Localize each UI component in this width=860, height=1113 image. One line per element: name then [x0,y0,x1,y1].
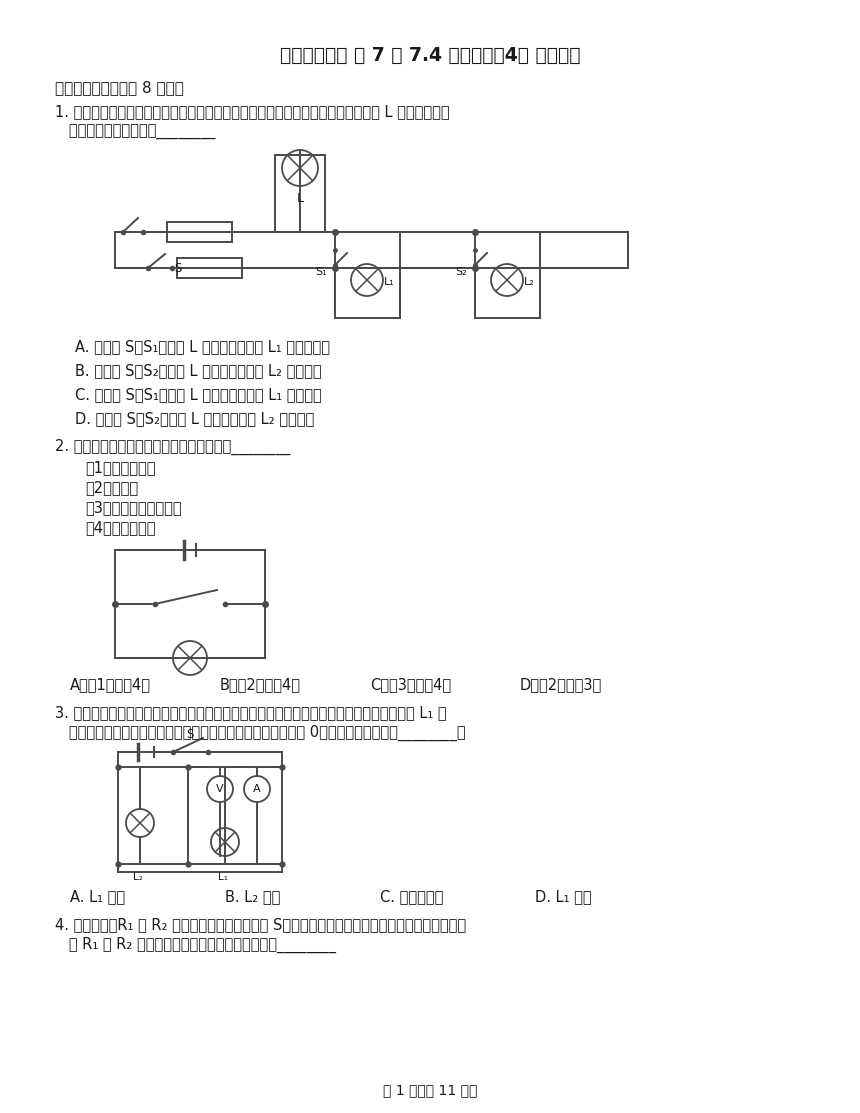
Text: （3）电源可能会被烧坏: （3）电源可能会被烧坏 [85,501,181,515]
Text: V: V [216,784,224,794]
Text: C．（3）和（4）: C．（3）和（4） [370,678,452,692]
Text: （4）灯会被烧坏: （4）灯会被烧坏 [85,521,156,535]
Text: D. 只闭合 S、S₂，若灯 L 不发光，说明 L₂ 支路短路: D. 只闭合 S、S₂，若灯 L 不发光，说明 L₂ 支路短路 [75,412,314,426]
Text: 置。下列说法正确的是________: 置。下列说法正确的是________ [55,125,215,139]
Text: S₂: S₂ [455,267,467,277]
Text: D. L₁ 短路: D. L₁ 短路 [535,889,592,905]
Text: 果 R₁ 或 R₂ 一处发生故障，则下列判断正确的是________: 果 R₁ 或 R₂ 一处发生故障，则下列判断正确的是________ [55,937,336,953]
Text: 一、单项选择题（共 8 小题）: 一、单项选择题（共 8 小题） [55,80,184,96]
Text: （2）灯不亮: （2）灯不亮 [85,481,138,495]
Text: B. L₂ 断路: B. L₂ 断路 [225,889,280,905]
Bar [177,258,242,278]
Text: 沪教版九年级 第 7 章 7.4 并联电路（4） 故障分析: 沪教版九年级 第 7 章 7.4 并联电路（4） 故障分析 [280,46,580,65]
Text: D．（2）和（3）: D．（2）和（3） [520,678,602,692]
Text: S: S [174,263,181,276]
Bar [167,221,232,242]
Text: （1）灯正常发光: （1）灯正常发光 [85,461,156,475]
Text: L₁: L₁ [218,871,228,881]
Text: A．（1）和（4）: A．（1）和（4） [70,678,151,692]
Text: L₂: L₂ [133,871,143,881]
Text: 两端，闭合开关，发现电压表示数较大，而电流表示数几乎为 0，则电路故障可能是________。: 两端，闭合开关，发现电压表示数较大，而电流表示数几乎为 0，则电路故障可能是__… [55,725,465,741]
Text: B．（2）和（4）: B．（2）和（4） [220,678,301,692]
Text: A. 只闭合 S、S₁，若灯 L 正常发光，说明 L₁ 支路无故障: A. 只闭合 S、S₁，若灯 L 正常发光，说明 L₁ 支路无故障 [75,339,330,355]
Text: 第 1 页（共 11 页）: 第 1 页（共 11 页） [383,1083,477,1097]
Text: L₁: L₁ [384,277,395,287]
Text: 2. 如图所示，当开关闭合时，发生的现象是________: 2. 如图所示，当开关闭合时，发生的现象是________ [55,439,291,455]
Text: S: S [187,728,194,740]
Text: 3. 如图所示电路，当闭合开关后两灯都不亮。为了检测电路故障，小明将电压表接在小灯泡 L₁ 的: 3. 如图所示电路，当闭合开关后两灯都不亮。为了检测电路故障，小明将电压表接在小… [55,706,446,720]
Text: 4. 如图所示，R₁ 和 R₂ 均为定值电阻，闭合开关 S，电流表指针明显偏转，电压表几乎无示数，如: 4. 如图所示，R₁ 和 R₂ 均为定值电阻，闭合开关 S，电流表指针明显偏转，… [55,917,466,933]
Text: B. 只闭合 S、S₂，若灯 L 正常发光，说明 L₂ 支路短路: B. 只闭合 S、S₂，若灯 L 正常发光，说明 L₂ 支路短路 [75,364,322,378]
Text: C. 电流表断路: C. 电流表断路 [380,889,444,905]
Text: C. 只闭合 S、S₁，若灯 L 发光较暗，说明 L₁ 支路断路: C. 只闭合 S、S₁，若灯 L 发光较暗，说明 L₁ 支路断路 [75,387,322,403]
Text: A: A [253,784,261,794]
Text: L: L [297,191,304,205]
Text: 1. 小明家火线上的熔丝熔断。小明检查时，断开所有的开关，将一只完好的白炽灯 L 接到图所示位: 1. 小明家火线上的熔丝熔断。小明检查时，断开所有的开关，将一只完好的白炽灯 L… [55,105,450,119]
Text: S₁: S₁ [315,267,327,277]
Text: L₂: L₂ [524,277,534,287]
Text: A. L₁ 断路: A. L₁ 断路 [70,889,125,905]
